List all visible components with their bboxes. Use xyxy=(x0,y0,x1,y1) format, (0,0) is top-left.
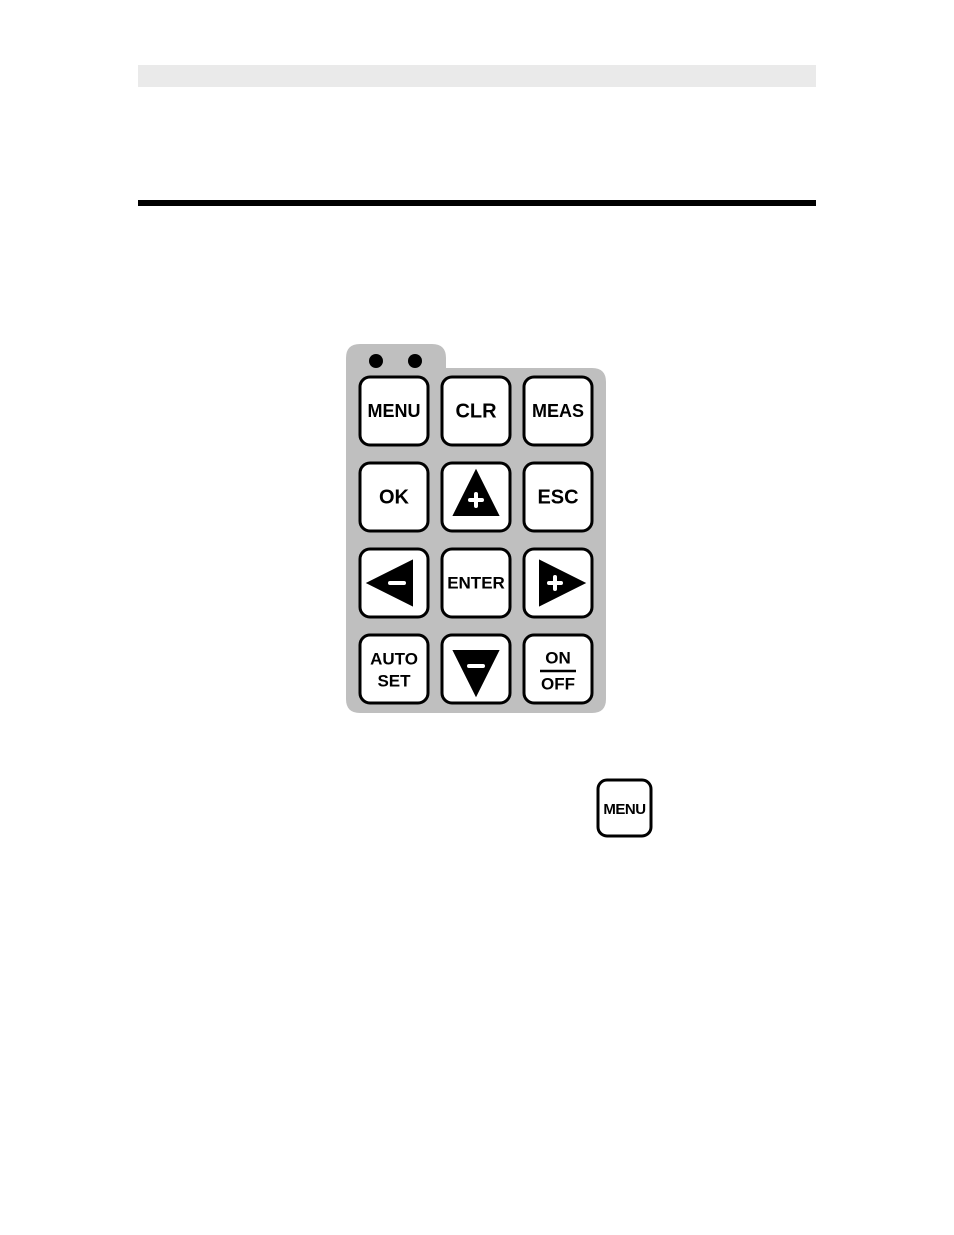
svg-text:OK: OK xyxy=(379,486,410,508)
keypad-panel: MENU CLR MEAS OK ESC ENTER AUTO SET ON OFF xyxy=(343,344,609,713)
menu-button-inline[interactable]: MENU xyxy=(596,778,653,838)
ok-button[interactable]: OK xyxy=(360,463,428,531)
led-left xyxy=(369,354,383,368)
meas-button[interactable]: MEAS xyxy=(524,377,592,445)
page: MENU CLR MEAS OK ESC ENTER AUTO SET ON OFF… xyxy=(0,0,954,1235)
svg-text:SET: SET xyxy=(377,671,411,690)
svg-text:AUTO: AUTO xyxy=(370,649,418,668)
svg-text:MEAS: MEAS xyxy=(532,401,584,421)
svg-text:ENTER: ENTER xyxy=(447,573,505,592)
arrow-left-minus-button[interactable] xyxy=(360,549,428,617)
menu-button[interactable]: MENU xyxy=(360,377,428,445)
menu-button-inline-label: MENU xyxy=(603,801,645,818)
auto-set-button[interactable]: AUTO SET xyxy=(360,635,428,703)
enter-button[interactable]: ENTER xyxy=(442,549,510,617)
arrow-up-plus-button[interactable] xyxy=(442,463,510,531)
led-right xyxy=(408,354,422,368)
arrow-right-plus-button[interactable] xyxy=(524,549,592,617)
keypad-svg: MENU CLR MEAS OK ESC ENTER AUTO SET ON OFF xyxy=(343,344,609,713)
svg-text:ON: ON xyxy=(545,648,571,667)
menu-button-inline-svg: MENU xyxy=(596,778,653,838)
svg-text:CLR: CLR xyxy=(455,400,497,422)
clr-button[interactable]: CLR xyxy=(442,377,510,445)
header-gray-bar xyxy=(138,65,816,87)
arrow-down-minus-button[interactable] xyxy=(442,635,510,703)
svg-text:OFF: OFF xyxy=(541,674,575,693)
svg-text:ESC: ESC xyxy=(537,486,578,508)
esc-button[interactable]: ESC xyxy=(524,463,592,531)
svg-text:MENU: MENU xyxy=(368,401,421,421)
on-off-button[interactable]: ON OFF xyxy=(524,635,592,703)
horizontal-rule xyxy=(138,200,816,206)
